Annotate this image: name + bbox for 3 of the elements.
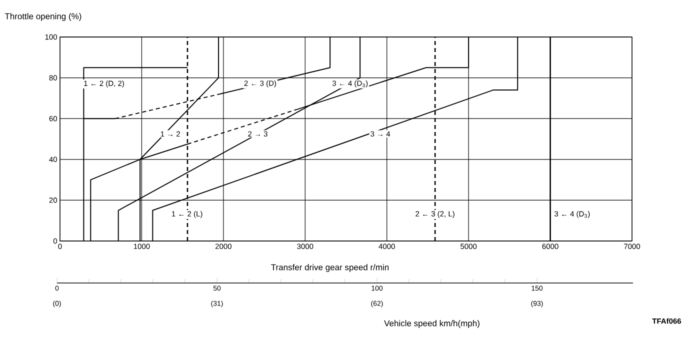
y-axis-title: Throttle opening (%) — [4, 13, 82, 21]
x2-axis-title: Vehicle speed km/h(mph) — [384, 320, 480, 328]
x-axis-title: Transfer drive gear speed r/min — [271, 264, 389, 272]
